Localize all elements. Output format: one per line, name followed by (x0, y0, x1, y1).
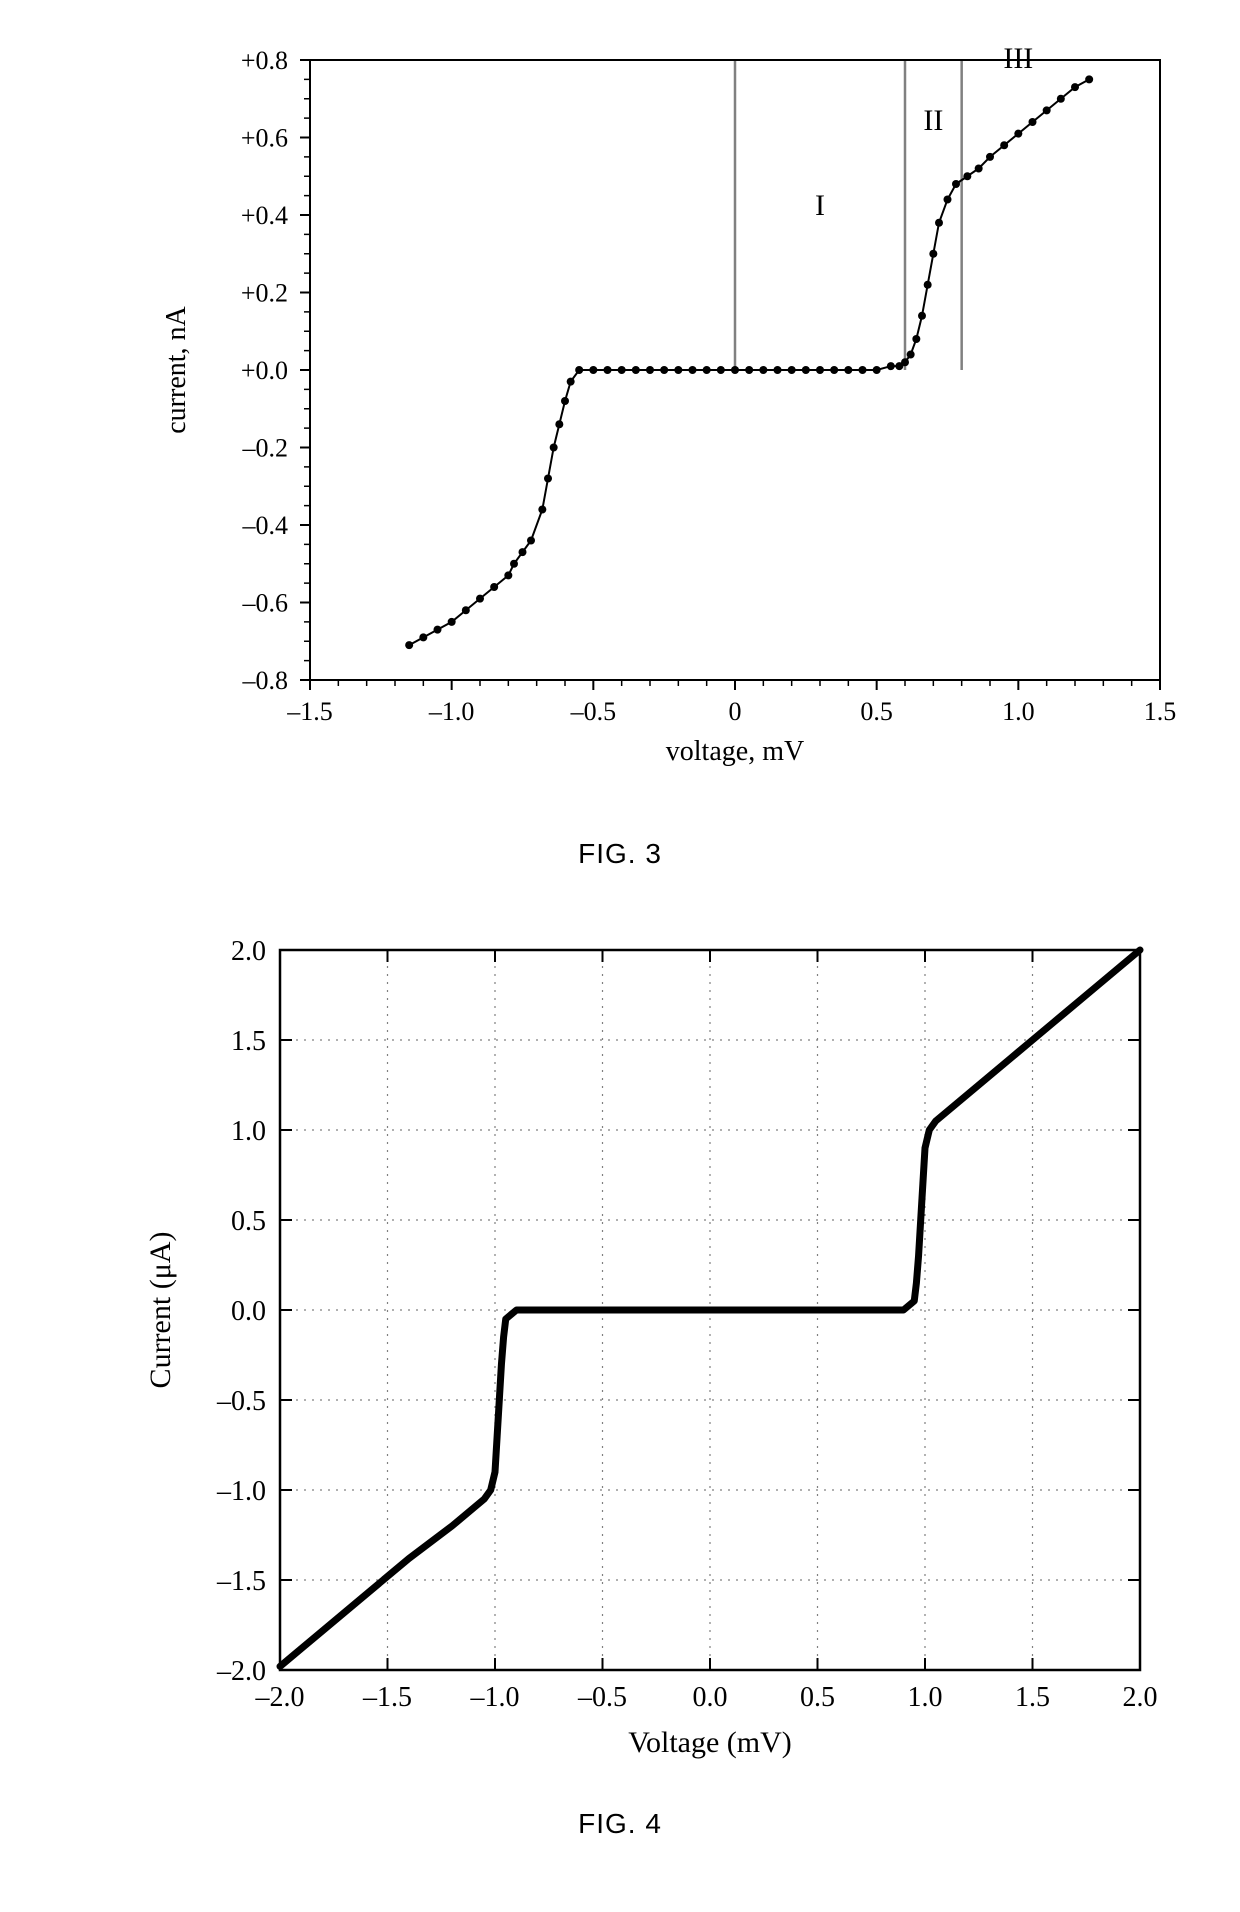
svg-text:–1.0: –1.0 (428, 697, 475, 726)
svg-text:–0.8: –0.8 (242, 666, 289, 695)
svg-text:2.0: 2.0 (231, 936, 266, 967)
svg-text:+0.0: +0.0 (241, 356, 288, 385)
svg-text:–2.0: –2.0 (216, 1656, 266, 1687)
svg-text:–0.5: –0.5 (216, 1386, 266, 1417)
svg-text:+0.8: +0.8 (241, 46, 288, 75)
svg-text:+0.2: +0.2 (241, 279, 288, 308)
svg-text:II: II (923, 104, 943, 137)
svg-text:voltage, mV: voltage, mV (666, 736, 804, 767)
figure-3-wrap: –1.5 –1.0 –0.5 0 0.5 1.0 1.5 –0.8 –0.6 –0.4 –0.2 +0… (0, 0, 1240, 910)
svg-text:1.0: 1.0 (1002, 697, 1034, 726)
svg-text:–1.5: –1.5 (216, 1566, 266, 1597)
svg-text:1.0: 1.0 (908, 1682, 943, 1713)
svg-text:–1.5: –1.5 (286, 697, 333, 726)
svg-text:–0.4: –0.4 (242, 511, 289, 540)
svg-text:1.5: 1.5 (1144, 697, 1177, 726)
svg-text:Current (μA): Current (μA) (144, 1232, 177, 1389)
svg-text:0.5: 0.5 (231, 1206, 266, 1237)
svg-text:–0.2: –0.2 (242, 434, 289, 463)
svg-text:0.5: 0.5 (800, 1682, 835, 1713)
svg-text:–1.0: –1.0 (470, 1682, 520, 1713)
svg-text:+0.6: +0.6 (241, 124, 288, 153)
svg-text:1.0: 1.0 (231, 1116, 266, 1147)
svg-text:I: I (815, 189, 825, 222)
svg-text:current, nA: current, nA (161, 305, 192, 433)
fig4-caption: FIG. 4 (578, 1808, 662, 1840)
svg-text:–0.5: –0.5 (577, 1682, 627, 1713)
svg-text:0.0: 0.0 (231, 1296, 266, 1327)
svg-text:–1.5: –1.5 (362, 1682, 412, 1713)
svg-text:–0.5: –0.5 (570, 697, 617, 726)
svg-text:1.5: 1.5 (231, 1026, 266, 1057)
svg-text:2.0: 2.0 (1123, 1682, 1158, 1713)
fig4-chart: –2.0–1.5–1.0–0.50.00.51.01.52.0–2.0–1.5–… (50, 910, 1190, 1790)
figure-4-wrap: –2.0–1.5–1.0–0.50.00.51.01.52.0–2.0–1.5–… (0, 910, 1240, 1880)
svg-text:1.5: 1.5 (1015, 1682, 1050, 1713)
svg-text:Voltage (mV): Voltage (mV) (628, 1726, 792, 1759)
fig3-chart: –1.5 –1.0 –0.5 0 0.5 1.0 1.5 –0.8 –0.6 –0.4 –0.2 +0… (50, 0, 1190, 820)
svg-text:+0.4: +0.4 (241, 201, 288, 230)
svg-text:0: 0 (729, 697, 742, 726)
fig3-caption: FIG. 3 (578, 838, 662, 870)
svg-text:–1.0: –1.0 (216, 1476, 266, 1507)
svg-text:III: III (1003, 42, 1033, 75)
svg-text:0.5: 0.5 (860, 697, 893, 726)
svg-text:–0.6: –0.6 (242, 589, 289, 618)
svg-text:0.0: 0.0 (693, 1682, 728, 1713)
